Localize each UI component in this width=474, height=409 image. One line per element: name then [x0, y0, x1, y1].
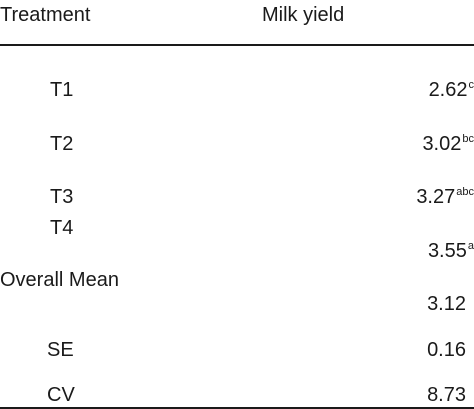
header-milk-yield: Milk yield: [262, 4, 345, 26]
bottom-rule: [0, 407, 474, 409]
significance-letter: abc: [456, 186, 474, 198]
summary-value-overall-mean: 3.12: [427, 293, 466, 315]
summary-label-se: SE: [47, 339, 74, 361]
header-treatment: Treatment: [0, 4, 91, 26]
row-label-t1: T1: [50, 79, 74, 101]
row-value-t3: 3.27abc: [416, 186, 474, 208]
row-label-t3: T3: [50, 186, 74, 208]
summary-value-cv: 8.73: [427, 384, 466, 406]
row-value-t2: 3.02bc: [422, 133, 474, 155]
row-value-t4: 3.55a: [427, 240, 474, 262]
significance-letter: a: [467, 240, 474, 252]
significance-letter: c: [468, 79, 474, 91]
row-value-t1: 2.62c: [428, 79, 474, 101]
summary-value-se: 0.16: [427, 339, 466, 361]
row-label-t4: T4: [50, 217, 74, 239]
row-label-t2: T2: [50, 133, 74, 155]
significance-letter: bc: [462, 133, 474, 145]
header-rule: [0, 44, 474, 46]
summary-label-overall-mean: Overall Mean: [0, 269, 119, 291]
summary-label-cv: CV: [47, 384, 75, 406]
